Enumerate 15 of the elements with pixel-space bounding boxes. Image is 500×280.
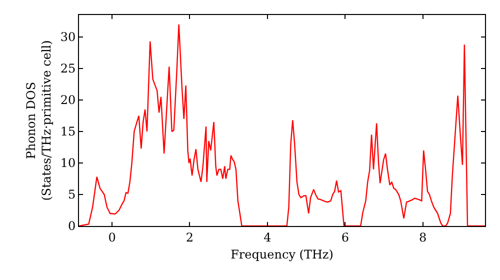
x-axis-title: Frequency (THz) (230, 247, 334, 262)
y-tick-label: 10 (60, 156, 76, 170)
y-tick-label: 30 (60, 30, 76, 44)
x-tick-label: 0 (108, 230, 116, 244)
x-tick-label: 6 (341, 230, 349, 244)
y-tick-label: 15 (60, 124, 76, 139)
line-series (79, 24, 485, 226)
y-tick-label: 20 (60, 93, 76, 108)
x-tick-label: 2 (186, 230, 194, 244)
x-tick-label: 8 (419, 230, 427, 244)
y-tick-label: 5 (68, 188, 76, 202)
x-tick-label: 4 (264, 230, 272, 244)
y-tick-label: 0 (68, 219, 76, 234)
y-tick-label: 25 (60, 62, 76, 76)
y-axis-title: Phonon DOS (States/THz·primitive cell) (24, 40, 54, 201)
